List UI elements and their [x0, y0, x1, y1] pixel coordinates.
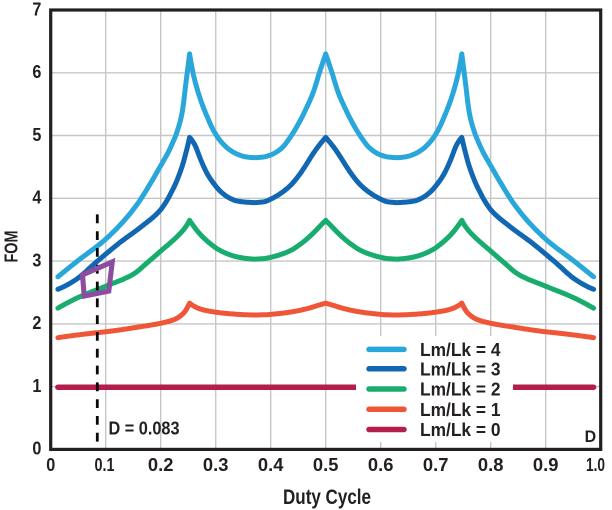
svg-text:0: 0: [46, 455, 55, 475]
svg-text:0.8: 0.8: [478, 455, 504, 475]
svg-text:2: 2: [32, 313, 41, 333]
svg-text:0.4: 0.4: [258, 455, 284, 475]
svg-text:0: 0: [32, 439, 41, 459]
svg-text:0.1: 0.1: [95, 455, 115, 475]
svg-text:7: 7: [32, 0, 41, 19]
svg-text:Lm/Lk = 2: Lm/Lk = 2: [420, 379, 501, 400]
svg-text:0.3: 0.3: [203, 455, 229, 475]
svg-text:0.7: 0.7: [423, 455, 449, 475]
svg-text:6: 6: [32, 62, 41, 82]
svg-text:3: 3: [32, 250, 41, 270]
svg-text:0.9: 0.9: [533, 455, 559, 475]
svg-text:Lm/Lk = 4: Lm/Lk = 4: [420, 339, 501, 360]
svg-text:Lm/Lk = 3: Lm/Lk = 3: [420, 358, 501, 379]
svg-text:D: D: [585, 427, 597, 446]
svg-text:D = 0.083: D = 0.083: [109, 419, 180, 439]
svg-text:Lm/Lk = 1: Lm/Lk = 1: [420, 399, 501, 420]
svg-text:1: 1: [32, 376, 41, 396]
svg-text:4: 4: [32, 188, 41, 208]
svg-text:Lm/Lk = 0: Lm/Lk = 0: [420, 419, 501, 440]
svg-text:0.6: 0.6: [368, 455, 394, 475]
svg-text:Duty Cycle: Duty Cycle: [283, 486, 371, 509]
svg-text:FOM: FOM: [0, 231, 21, 263]
svg-text:0.5: 0.5: [313, 455, 339, 475]
svg-text:5: 5: [32, 125, 41, 145]
svg-text:0.2: 0.2: [148, 455, 174, 475]
svg-text:1.0: 1.0: [586, 455, 605, 475]
